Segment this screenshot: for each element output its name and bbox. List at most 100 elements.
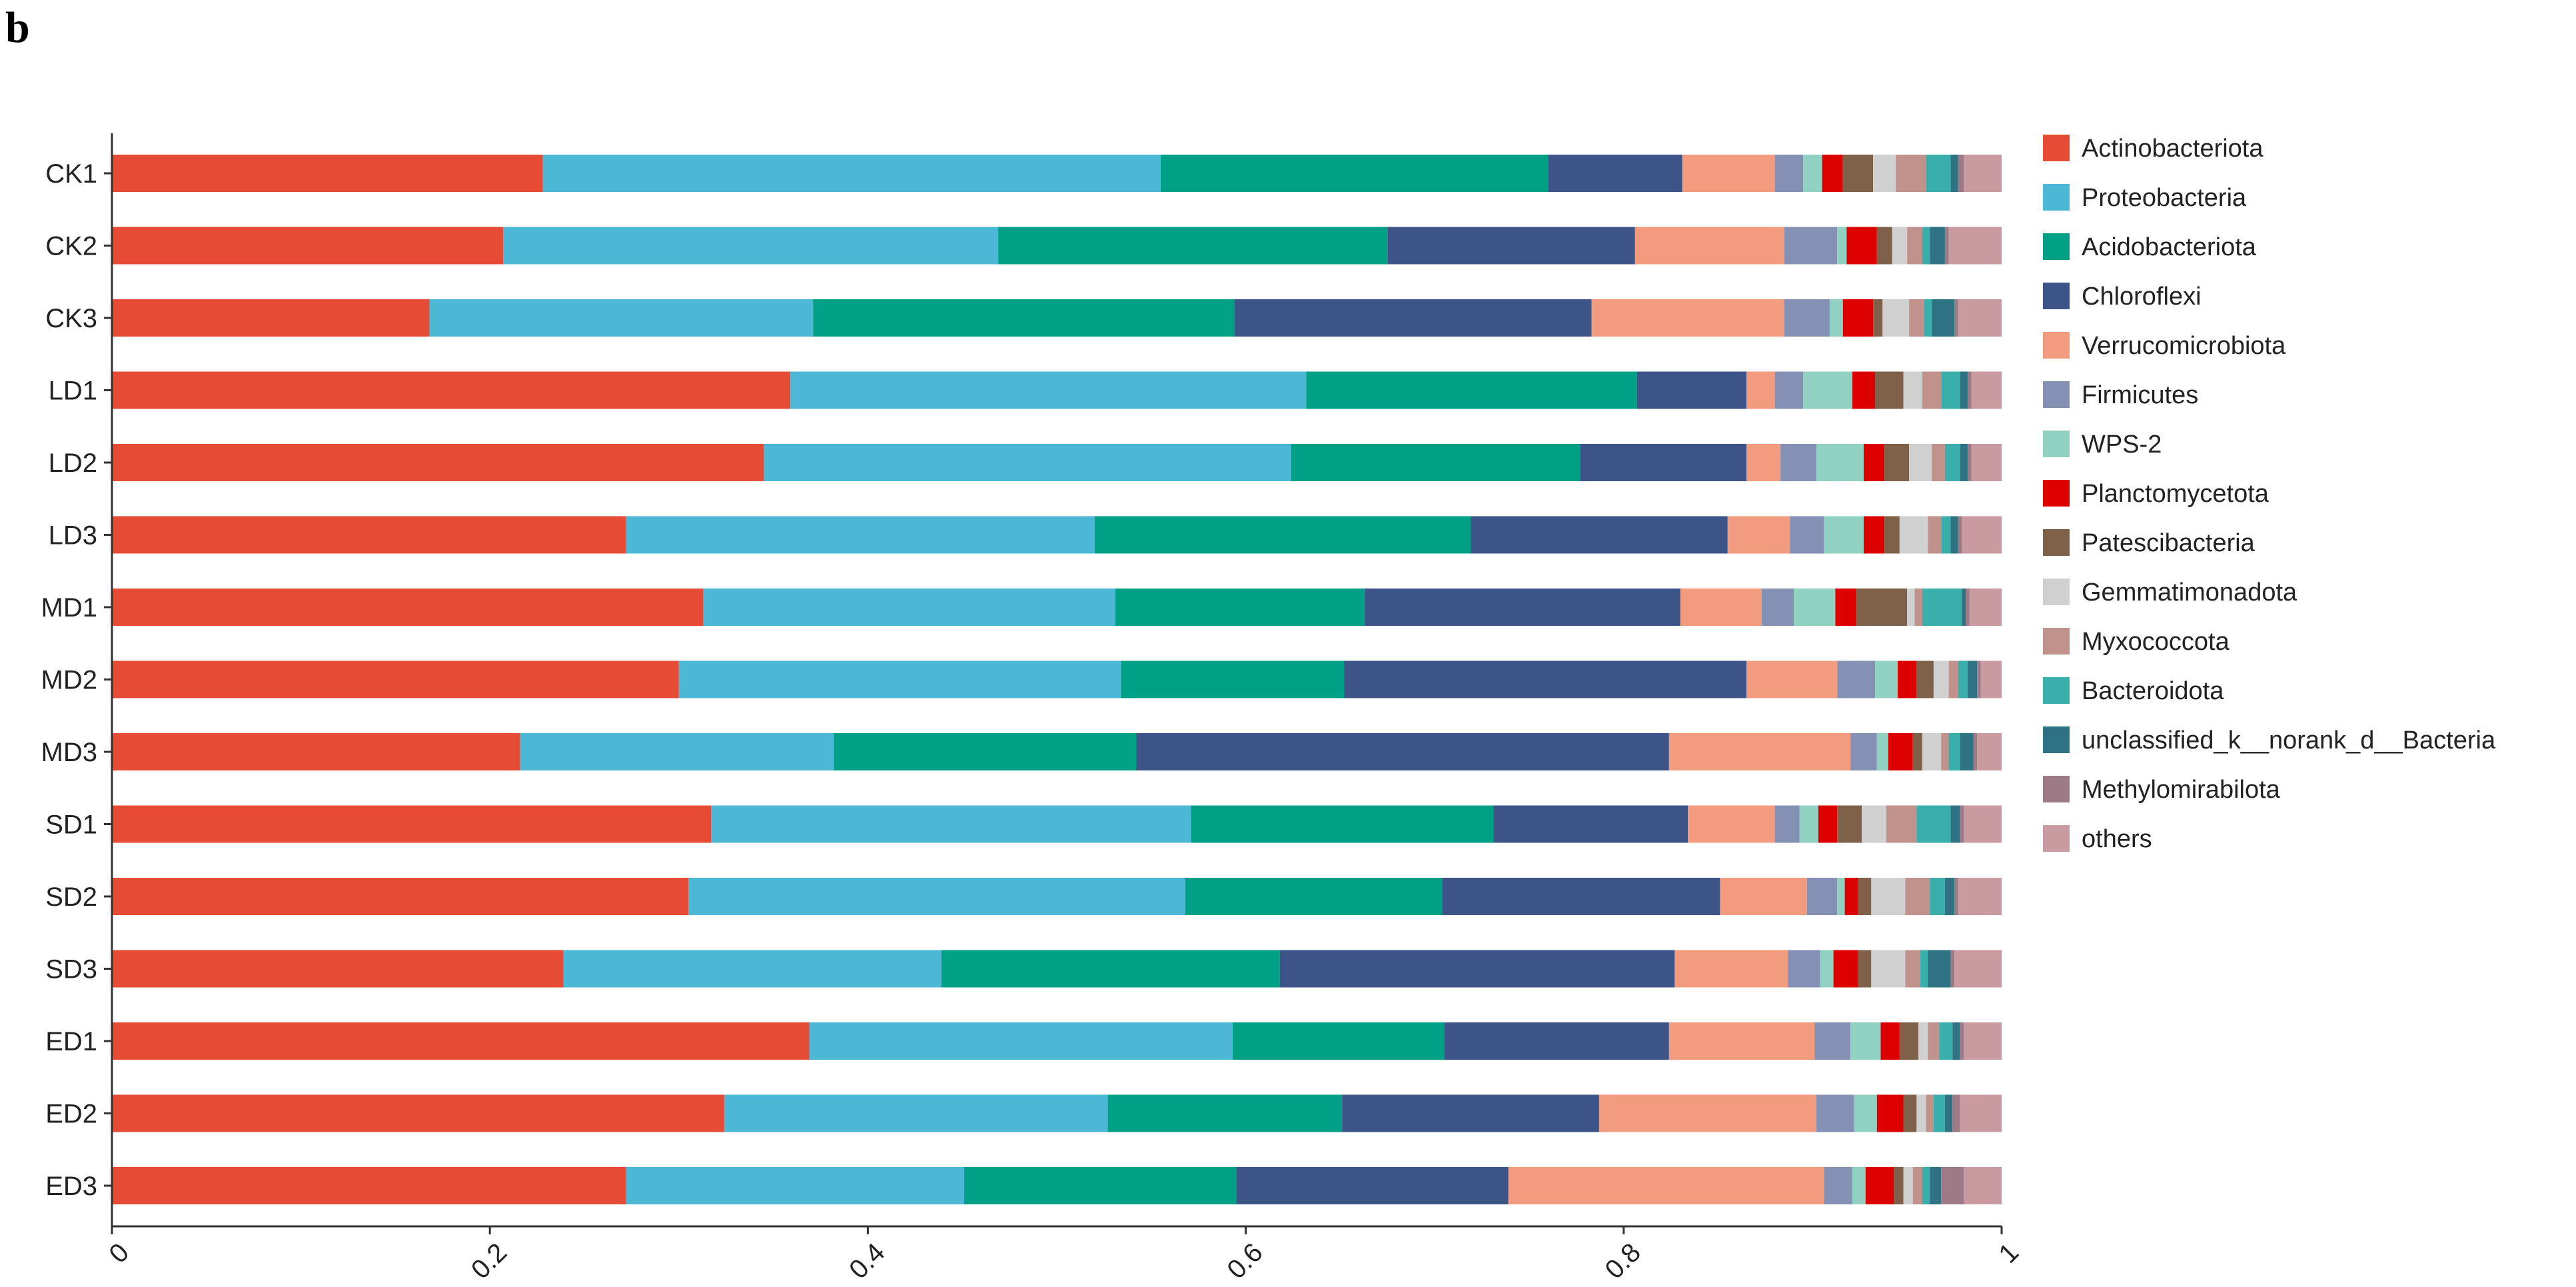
bar-segment-LD1-7 <box>1852 371 1875 409</box>
bar-segment-CK3-0 <box>112 299 430 337</box>
bar-segment-LD2-5 <box>1780 444 1817 481</box>
bar-segment-ED2-9 <box>1916 1094 1926 1132</box>
bar-segment-MD1-9 <box>1907 589 1915 626</box>
bar-segment-ED2-4 <box>1599 1094 1817 1132</box>
bar-segment-MD1-3 <box>1365 589 1680 626</box>
category-label: ED2 <box>45 1100 97 1129</box>
bar-segment-SD2-11 <box>1930 878 1945 915</box>
bar-segment-ED1-5 <box>1814 1022 1851 1060</box>
bar-segment-LD3-2 <box>1094 516 1471 554</box>
bar-segment-ED2-12 <box>1944 1094 1953 1132</box>
bar-segment-LD3-7 <box>1863 516 1885 554</box>
bar-segment-MD1-2 <box>1115 589 1365 626</box>
bar-segment-MD3-2 <box>834 733 1137 770</box>
bar-segment-CK3-11 <box>1924 299 1932 337</box>
bar-segment-MD3-5 <box>1850 733 1877 770</box>
bar-segment-ED1-7 <box>1880 1022 1900 1060</box>
bar-segment-SD1-0 <box>112 805 712 843</box>
bar-segment-LD3-1 <box>626 516 1095 554</box>
bar-segment-CK2-10 <box>1907 227 1922 265</box>
bar-segment-CK3-4 <box>1591 299 1784 337</box>
bar-segment-ED3-2 <box>964 1167 1237 1204</box>
bar-segment-LD2-8 <box>1884 444 1910 481</box>
bar-segment-ED2-3 <box>1342 1094 1599 1132</box>
bar-segment-ED3-9 <box>1903 1167 1913 1204</box>
bar-segment-ED3-1 <box>626 1167 965 1204</box>
bar-segment-SD3-6 <box>1820 950 1834 988</box>
bar-segment-SD2-9 <box>1871 878 1906 915</box>
bar-segment-SD1-8 <box>1837 805 1862 843</box>
bar-segment-LD1-13 <box>1967 371 1972 409</box>
bar-segment-ED3-10 <box>1912 1167 1922 1204</box>
legend-swatch <box>2043 184 2070 211</box>
bar-segment-ED1-11 <box>1939 1022 1953 1060</box>
bar-segment-MD2-9 <box>1933 660 1949 698</box>
bar-segment-MD3-4 <box>1668 733 1851 770</box>
bar-segment-ED1-12 <box>1952 1022 1960 1060</box>
category-label: SD2 <box>45 882 97 912</box>
bar-segment-ED2-2 <box>1107 1094 1343 1132</box>
bar-segment-LD1-5 <box>1774 371 1804 409</box>
bar-segment-SD2-13 <box>1954 878 1958 915</box>
bar-segment-ED2-10 <box>1926 1094 1934 1132</box>
category-label: MD1 <box>41 593 97 623</box>
legend-label: Methylomirabilota <box>2082 776 2281 804</box>
bar-segment-SD3-13 <box>1950 950 1955 988</box>
bar-segment-MD2-6 <box>1874 660 1898 698</box>
bar-segment-LD1-9 <box>1903 371 1922 409</box>
legend-swatch <box>2043 677 2070 704</box>
bar-segment-LD2-7 <box>1863 444 1885 481</box>
bar-segment-CK2-12 <box>1930 227 1945 265</box>
bar-segment-ED2-0 <box>112 1094 724 1132</box>
bar-segment-SD2-10 <box>1905 878 1930 915</box>
bar-segment-LD3-10 <box>1928 516 1942 554</box>
bar-segment-LD2-2 <box>1291 444 1581 481</box>
bar-segment-LD3-11 <box>1941 516 1951 554</box>
bar-segment-MD1-0 <box>112 589 704 626</box>
bar-segment-CK2-4 <box>1634 227 1784 265</box>
bar-segment-LD3-9 <box>1899 516 1928 554</box>
bar-segment-ED2-1 <box>724 1094 1108 1132</box>
bar-segment-SD2-1 <box>688 878 1185 915</box>
legend-swatch <box>2043 431 2070 457</box>
category-label: MD2 <box>41 666 97 695</box>
x-tick-label: 0.6 <box>1221 1238 1268 1284</box>
bar-segment-LD2-12 <box>1960 444 1968 481</box>
bar-segment-SD2-12 <box>1944 878 1955 915</box>
bar-segment-CK3-8 <box>1873 299 1883 337</box>
bar-segment-MD3-12 <box>1960 733 1974 770</box>
legend-label: Patescibacteria <box>2082 529 2255 557</box>
bar-segment-SD1-9 <box>1862 805 1887 843</box>
bar-segment-ED3-3 <box>1236 1167 1509 1204</box>
bar-segment-ED1-0 <box>112 1022 810 1060</box>
bar-segment-ED1-9 <box>1918 1022 1928 1060</box>
bar-segment-LD1-10 <box>1922 371 1942 409</box>
bar-segment-MD1-7 <box>1835 589 1856 626</box>
bar-segment-CK2-8 <box>1876 227 1892 265</box>
bar-segment-SD1-4 <box>1688 805 1775 843</box>
bar-segment-CK1-4 <box>1682 155 1775 192</box>
bar-segment-SD2-3 <box>1442 878 1720 915</box>
bar-segment-ED3-7 <box>1865 1167 1894 1204</box>
bar-segment-MD1-10 <box>1914 589 1922 626</box>
x-tick-label: 0 <box>103 1238 135 1269</box>
legend-swatch <box>2043 825 2070 852</box>
bar-segment-MD2-7 <box>1898 660 1917 698</box>
bar-segment-LD3-6 <box>1824 516 1864 554</box>
bar-segment-SD2-4 <box>1720 878 1807 915</box>
legend-swatch <box>2043 381 2070 408</box>
legend-label: Myxococcota <box>2082 628 2230 656</box>
bar-segment-LD2-9 <box>1909 444 1932 481</box>
legend-label: Firmicutes <box>2082 381 2198 409</box>
bar-segment-CK3-3 <box>1234 299 1592 337</box>
category-label: LD3 <box>49 521 97 551</box>
bar-segment-LD1-8 <box>1874 371 1904 409</box>
bar-segment-MD2-12 <box>1967 660 1978 698</box>
bar-segment-SD3-1 <box>563 950 942 988</box>
legend-label: unclassified_k__norank_d__Bacteria <box>2082 726 2496 754</box>
bar-segment-ED3-6 <box>1852 1167 1866 1204</box>
bar-segment-SD2-6 <box>1837 878 1845 915</box>
bar-segment-SD1-14 <box>1964 805 2002 843</box>
bar-segment-ED1-13 <box>1960 1022 1964 1060</box>
